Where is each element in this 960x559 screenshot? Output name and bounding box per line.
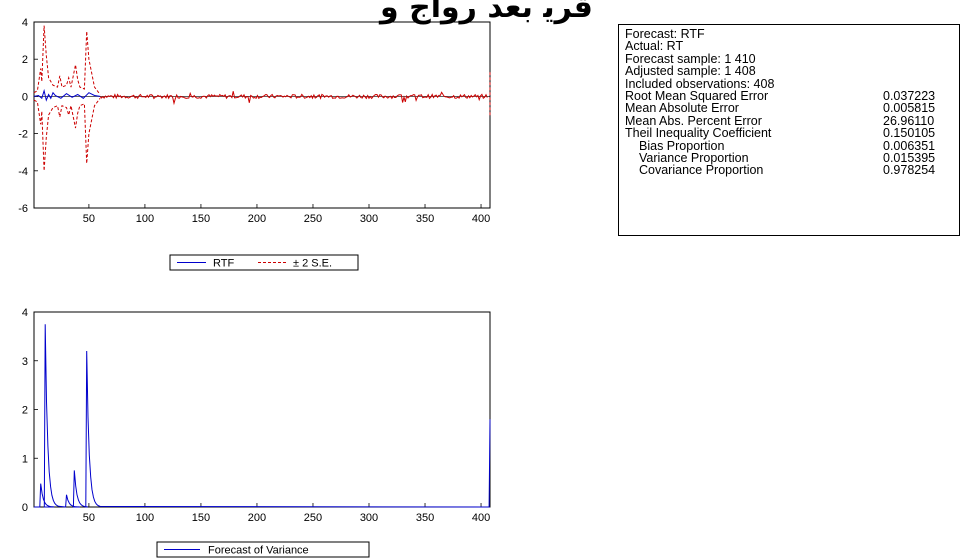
x-tick-label: 50 [83,512,95,524]
stats-label: Forecast: RTF [625,27,705,41]
top-y-ticks: 4 2 0 -2 -4 -6 [18,17,38,215]
se-band-tail [99,91,488,106]
stats-row: Included observations: 408 [625,76,959,91]
stats-row: Mean Abs. Percent Error 26.96110 [625,113,959,128]
stats-label: Adjusted sample: 1 408 [625,64,756,79]
y-tick-label: 4 [22,17,28,29]
y-tick-label: 3 [22,356,28,368]
top-x-ticks: 50 100 150 200 250 300 350 400 [83,204,490,225]
bottom-y-ticks: 4 3 2 1 0 [22,307,38,514]
stats-label: Included observations: 408 [625,76,775,91]
stats-row: Theil Inequality Coefficient 0.150105 [625,126,959,141]
stats-value: 0.037223 [883,88,936,103]
rtf-series [33,88,101,102]
stats-row: Mean Absolute Error 0.005815 [625,101,959,116]
stats-label: Mean Abs. Percent Error [625,113,762,128]
x-tick-label: 100 [136,512,154,524]
stats-row: Actual: RT [625,39,959,54]
y-tick-label: 2 [22,54,28,66]
stats-value: 0.006351 [883,138,936,153]
stats-label: Forecast sample: 1 410 [625,51,756,66]
x-tick-label: 400 [472,512,490,524]
stats-label: Covariance Proportion [639,163,764,178]
x-tick-label: 300 [360,213,378,225]
stats-row: Variance Proportion 0.015395 [625,150,959,165]
stats-label: Actual: RT [625,39,684,54]
stats-row: Covariance Proportion 0.978254 [625,163,959,178]
bottom-plot-frame [33,311,491,508]
top-series-group [33,25,491,171]
se-band-lower [33,97,101,171]
x-tick-label: 200 [248,512,266,524]
legend-label-se: ± 2 S.E. [293,258,332,270]
y-tick-label: 1 [22,453,28,465]
stats-label: Mean Absolute Error [625,101,739,116]
x-tick-label: 400 [472,213,490,225]
x-tick-label: 150 [192,213,210,225]
stats-value: 0.005815 [883,101,936,116]
stats-label: Theil Inequality Coefficient [625,126,772,141]
y-tick-label: 0 [22,502,28,514]
header-fragment: ﻗﺮﻳ ﺑﻌﺪ ﺭﻭﺍﺝ ﻭ [380,0,593,25]
stats-label: Variance Proportion [639,150,749,165]
forecast-statistics-box: Forecast: RTF Actual: RT Forecast sample: … [618,24,960,236]
stats-row: Adjusted sample: 1 408 [625,64,959,79]
stats-value: 0.978254 [883,163,936,178]
bottom-legend-box [156,541,370,558]
x-tick-label: 350 [416,512,434,524]
x-tick-label: 350 [416,213,434,225]
x-tick-label: 200 [248,213,266,225]
se-band-upper [33,25,101,95]
x-tick-label: 100 [136,213,154,225]
stats-row: Bias Proportion 0.006351 [625,138,959,153]
x-tick-label: 300 [360,512,378,524]
top-plot-frame [33,21,491,209]
y-tick-label: 4 [22,307,28,319]
y-tick-label: -2 [18,129,28,141]
bottom-x-ticks: 50 100 150 200 250 300 350 400 [83,503,490,524]
stats-value: 26.96110 [883,113,935,128]
x-tick-label: 50 [83,213,95,225]
y-tick-label: 2 [22,405,28,417]
stats-row: Forecast sample: 1 410 [625,51,959,66]
legend-label-variance: Forecast of Variance [208,545,309,557]
y-tick-label: -4 [18,166,28,178]
x-tick-label: 250 [304,512,322,524]
bottom-series-group [34,324,491,508]
y-tick-label: 0 [22,91,28,103]
y-tick-label: -6 [18,203,28,215]
variance-series [34,324,491,508]
legend-label-rtf: RTF [213,258,234,270]
stats-value: 0.150105 [883,126,936,141]
stats-label: Bias Proportion [639,138,725,153]
stats-label: Root Mean Squared Error [625,88,769,103]
stats-value: 0.015395 [883,150,936,165]
stats-row: Forecast: RTF [625,27,959,41]
x-tick-label: 250 [304,213,322,225]
x-tick-label: 150 [192,512,210,524]
stats-row: Root Mean Squared Error 0.037223 [625,88,959,103]
